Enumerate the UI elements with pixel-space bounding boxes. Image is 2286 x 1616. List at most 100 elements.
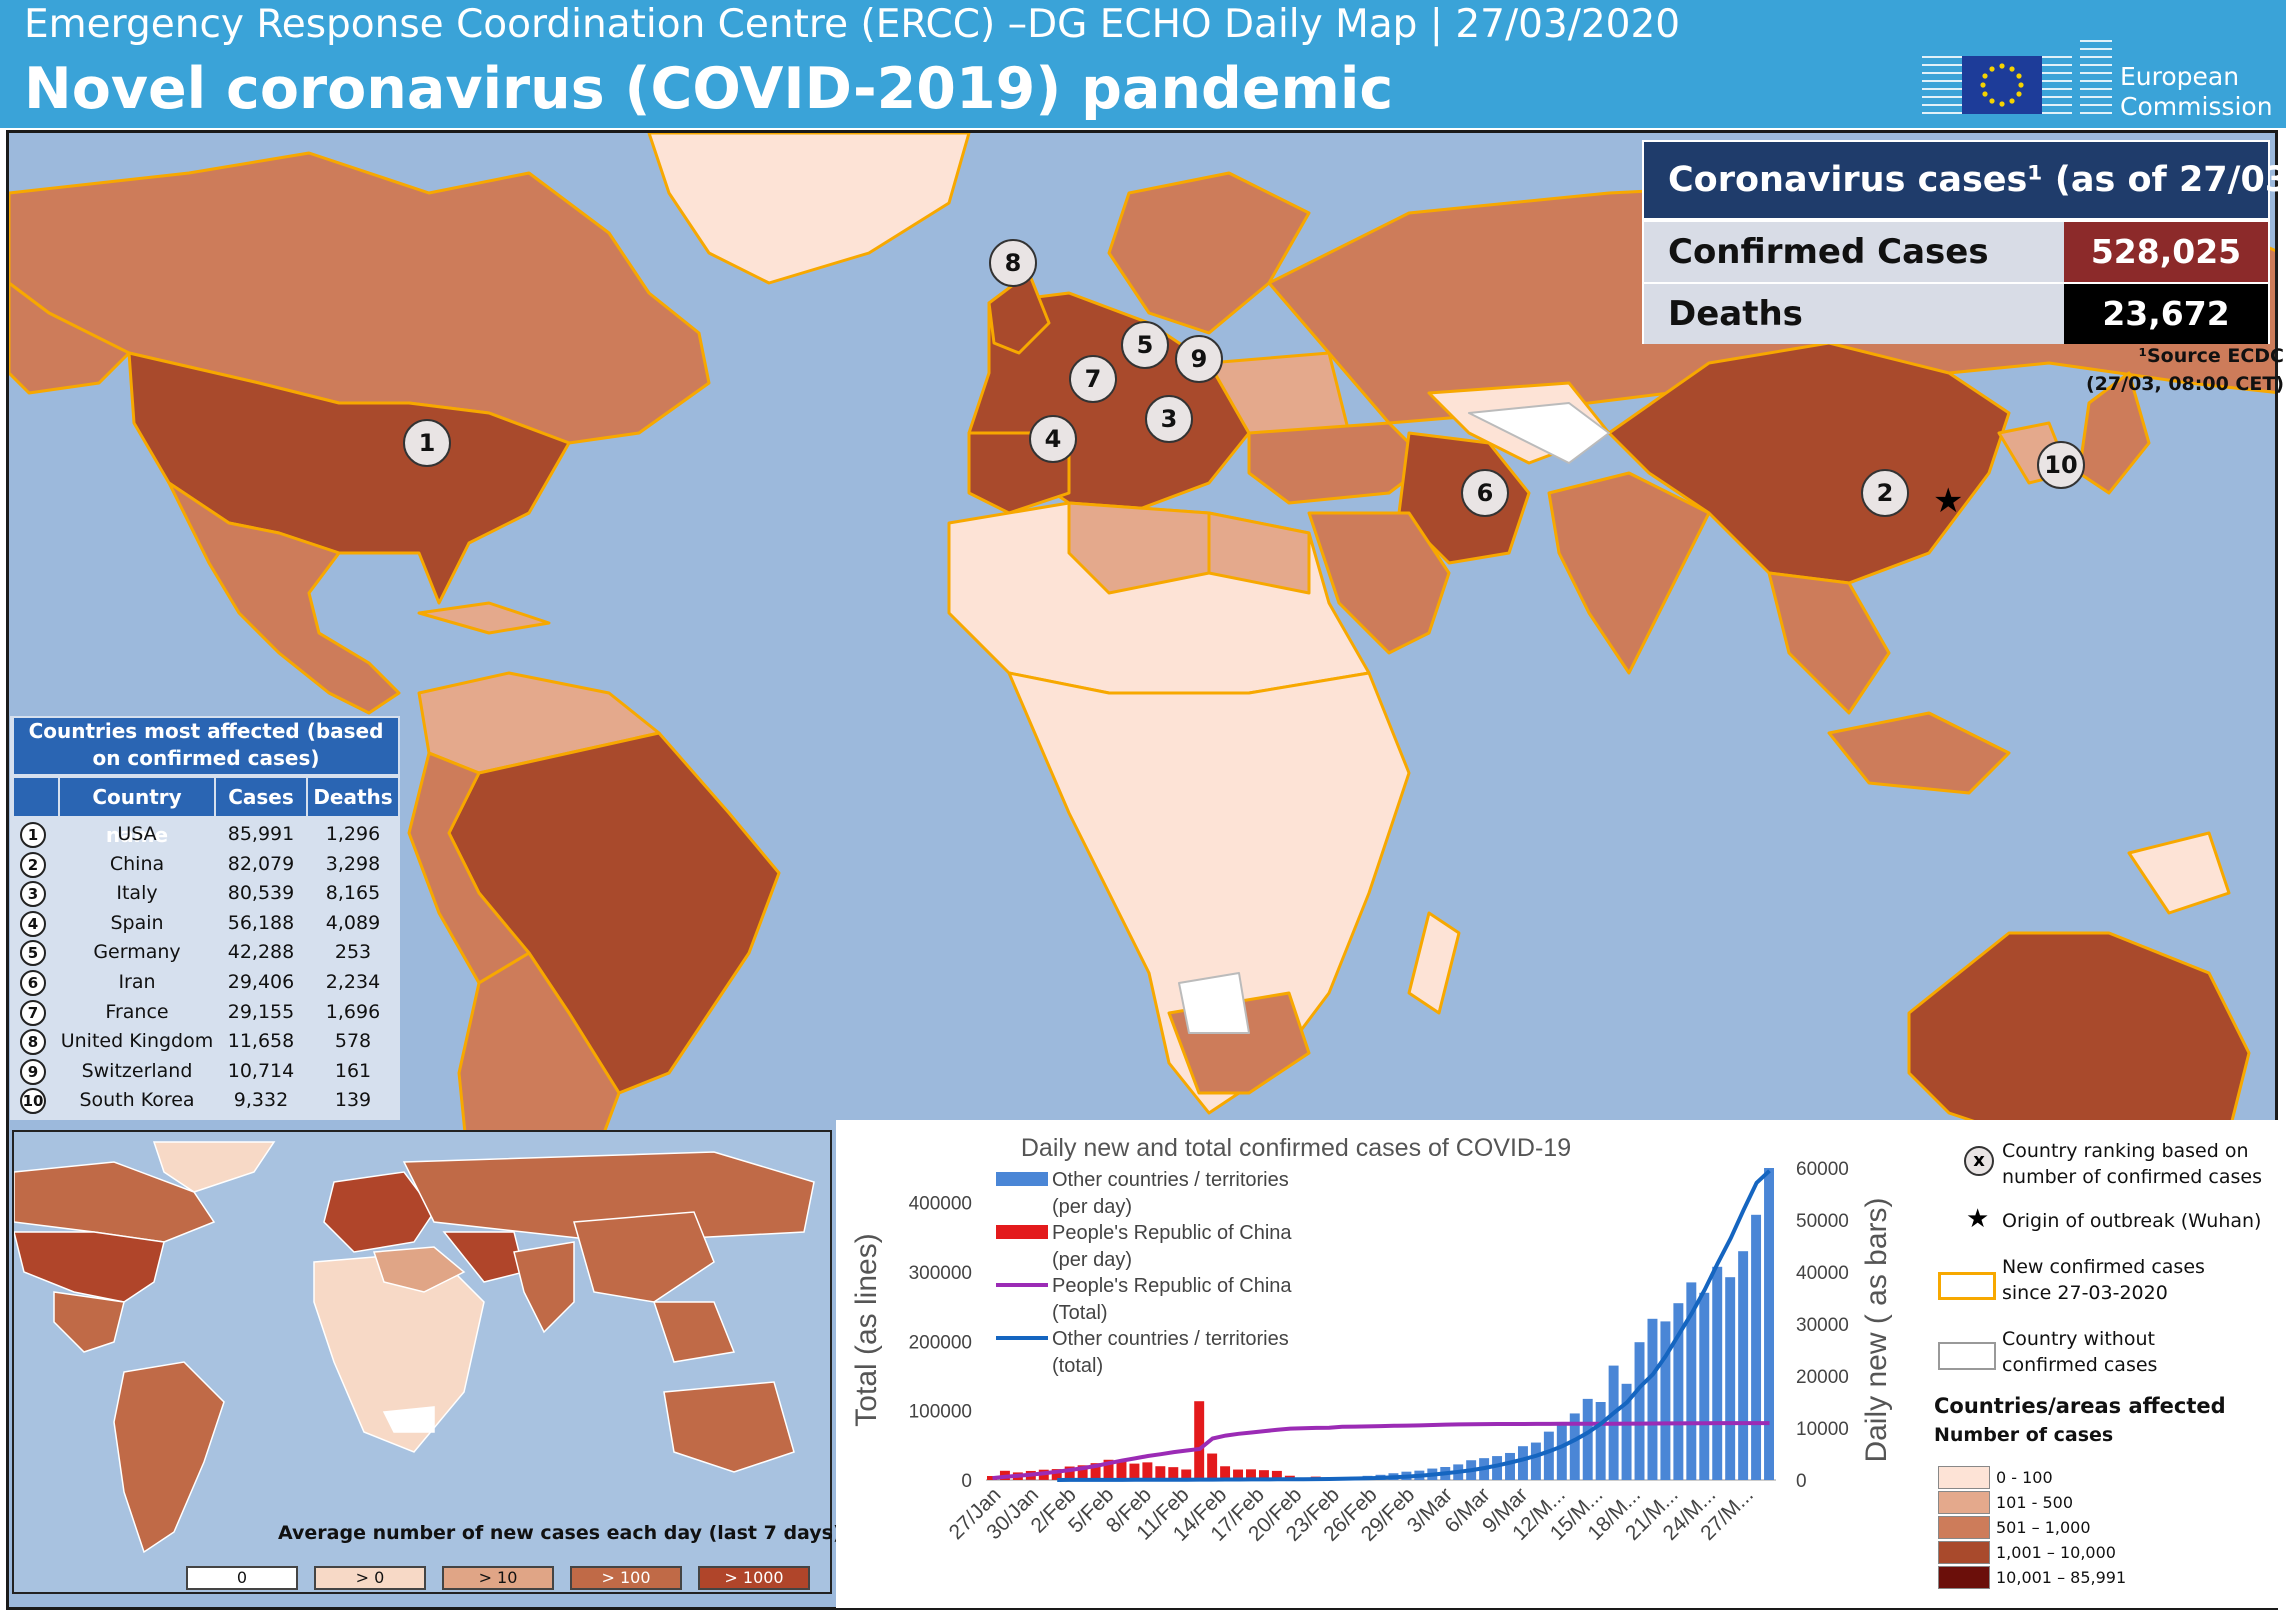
legend-level-swatch <box>1938 1566 1990 1589</box>
rank-badge: 4 <box>20 910 46 937</box>
inset-legend-item: 0 <box>186 1566 298 1590</box>
marker-rank-2[interactable]: 2 <box>1861 469 1909 517</box>
row-country: Switzerland <box>81 1059 193 1082</box>
rank-badge: 2 <box>20 851 46 878</box>
table-header-country: Country name <box>60 778 214 847</box>
table-header-cases: Cases <box>216 778 306 816</box>
cases-summary: Coronavirus cases¹ (as of 27/03) Confirm… <box>1642 140 2286 344</box>
chart-legend-swatch <box>996 1225 1048 1239</box>
other-daily-bar <box>1725 1277 1736 1480</box>
other-daily-bar <box>1738 1251 1749 1480</box>
row-cases: 56,188 <box>227 911 295 934</box>
left-tick-label: 100000 <box>909 1402 972 1423</box>
row-deaths: 8,165 <box>325 882 381 905</box>
rank-badge: 1 <box>20 822 46 848</box>
marker-rank-8[interactable]: 8 <box>989 239 1037 287</box>
chart-legend-label: Other countries / territories <box>1052 1328 1289 1350</box>
table-row: 8 United Kingdom 11,658 578 <box>14 1027 400 1057</box>
other-daily-bar <box>1764 1168 1774 1480</box>
marker-rank-4[interactable]: 4 <box>1029 415 1077 463</box>
marker-rank-7[interactable]: 7 <box>1069 355 1117 403</box>
table-title: Countries most affected (based on confir… <box>14 718 398 774</box>
legend-level-swatch <box>1938 1516 1990 1539</box>
chart-legend-label: Other countries / territories <box>1052 1169 1289 1191</box>
left-tick-label: 400000 <box>909 1194 972 1215</box>
china-daily-bar <box>1258 1470 1269 1480</box>
confirmed-value: 528,025 <box>2064 222 2268 282</box>
ec-logo-text-2: Commission <box>2120 92 2273 121</box>
marker-rank-9[interactable]: 9 <box>1175 335 1223 383</box>
row-deaths: 3,298 <box>325 852 381 875</box>
deaths-row: Deaths 23,672 <box>1644 284 2268 344</box>
rank-badge: 6 <box>20 970 46 996</box>
marker-rank-6[interactable]: 6 <box>1461 469 1509 517</box>
legend-new-cases-text: New confirmed cases since 27-03-2020 <box>2002 1254 2205 1306</box>
table-row: 1 USA 85,991 1,296 <box>14 820 400 850</box>
most-affected-table: Countries most affected (based on confir… <box>10 716 400 1120</box>
row-cases: 9,332 <box>233 1089 289 1112</box>
header-bar: Emergency Response Coordination Centre (… <box>0 0 2286 128</box>
source-note: ¹Source ECDC (27/03, 08:00 CET) <box>2064 342 2284 398</box>
china-daily-bar <box>1220 1466 1231 1480</box>
row-deaths: 2,234 <box>325 971 381 993</box>
row-cases: 80,539 <box>227 882 295 905</box>
row-country: United Kingdom <box>60 1030 214 1053</box>
marker-rank-1[interactable]: 1 <box>403 419 451 467</box>
legend-level-swatch <box>1938 1541 1990 1564</box>
table-row: 10 South Korea 9,332 139 <box>14 1086 400 1116</box>
ec-logo-text-1: European <box>2120 62 2240 91</box>
row-country: South Korea <box>79 1089 195 1112</box>
row-cases: 10,714 <box>227 1059 295 1082</box>
row-cases: 29,406 <box>227 971 295 993</box>
marker-rank-5[interactable]: 5 <box>1121 321 1169 369</box>
summary-title: Coronavirus cases¹ (as of 27/03) <box>1644 142 2286 218</box>
china-daily-bar <box>1090 1463 1101 1480</box>
left-tick-label: 0 <box>961 1471 972 1492</box>
china-daily-bar <box>1194 1401 1205 1480</box>
chart-legend-label: People's Republic of China <box>1052 1222 1292 1244</box>
china-daily-bar <box>1116 1460 1127 1480</box>
inset-map-new-cases[interactable] <box>12 1130 832 1594</box>
row-country: Germany <box>93 941 181 964</box>
marker-rank-10[interactable]: 10 <box>2037 441 2085 489</box>
other-daily-bar <box>1543 1431 1554 1480</box>
marker-rank-3[interactable]: 3 <box>1145 395 1193 443</box>
left-axis-label: Total (as lines) <box>850 1233 883 1426</box>
world-map-shapes <box>9 133 2275 1315</box>
other-daily-bar <box>1634 1342 1645 1480</box>
other-daily-bar <box>1582 1398 1593 1480</box>
china-daily-bar <box>987 1475 997 1480</box>
right-tick-label: 0 <box>1796 1471 1807 1492</box>
legend-level-label: 0 - 100 <box>1996 1468 2053 1487</box>
table-header-deaths: Deaths <box>308 778 398 816</box>
legend-ranking-line-2: number of confirmed cases <box>2002 1166 2262 1188</box>
china-daily-bar <box>1064 1466 1075 1480</box>
table-row: 3 Italy 80,539 8,165 <box>14 879 400 909</box>
row-deaths: 161 <box>334 1059 372 1082</box>
china-daily-bar <box>1271 1470 1282 1480</box>
chart-legend-sublabel: (Total) <box>1052 1302 1108 1324</box>
rank-badge: 3 <box>20 881 46 908</box>
right-tick-label: 20000 <box>1796 1367 1849 1388</box>
legend-no-cases-line-1: Country without <box>2002 1328 2155 1350</box>
right-tick-label: 50000 <box>1796 1211 1849 1232</box>
daily-cases-chart: Daily new and total confirmed cases of C… <box>850 1134 1893 1546</box>
rank-badge: 9 <box>20 1058 46 1085</box>
confirmed-label: Confirmed Cases <box>1668 232 1989 272</box>
other-daily-bar <box>1517 1446 1528 1480</box>
right-axis-label: Daily new ( as bars) <box>1860 1197 1893 1462</box>
china-daily-bar <box>1051 1469 1062 1480</box>
row-cases: 29,155 <box>227 1000 295 1023</box>
confirmed-row: Confirmed Cases 528,025 <box>1644 222 2268 282</box>
row-country: Italy <box>116 882 158 905</box>
european-commission-logo <box>1922 40 2112 114</box>
source-line-1: ¹Source ECDC <box>2138 345 2284 367</box>
row-deaths: 1,296 <box>325 823 381 845</box>
rank-badge: 10 <box>20 1088 46 1115</box>
chart-legend-sublabel: (per day) <box>1052 1196 1132 1218</box>
row-deaths: 139 <box>334 1089 372 1112</box>
china-daily-bar <box>1181 1469 1192 1480</box>
other-daily-bar <box>1647 1318 1658 1480</box>
row-country: Spain <box>110 911 164 934</box>
legend-no-cases-line-2: confirmed cases <box>2002 1354 2158 1376</box>
